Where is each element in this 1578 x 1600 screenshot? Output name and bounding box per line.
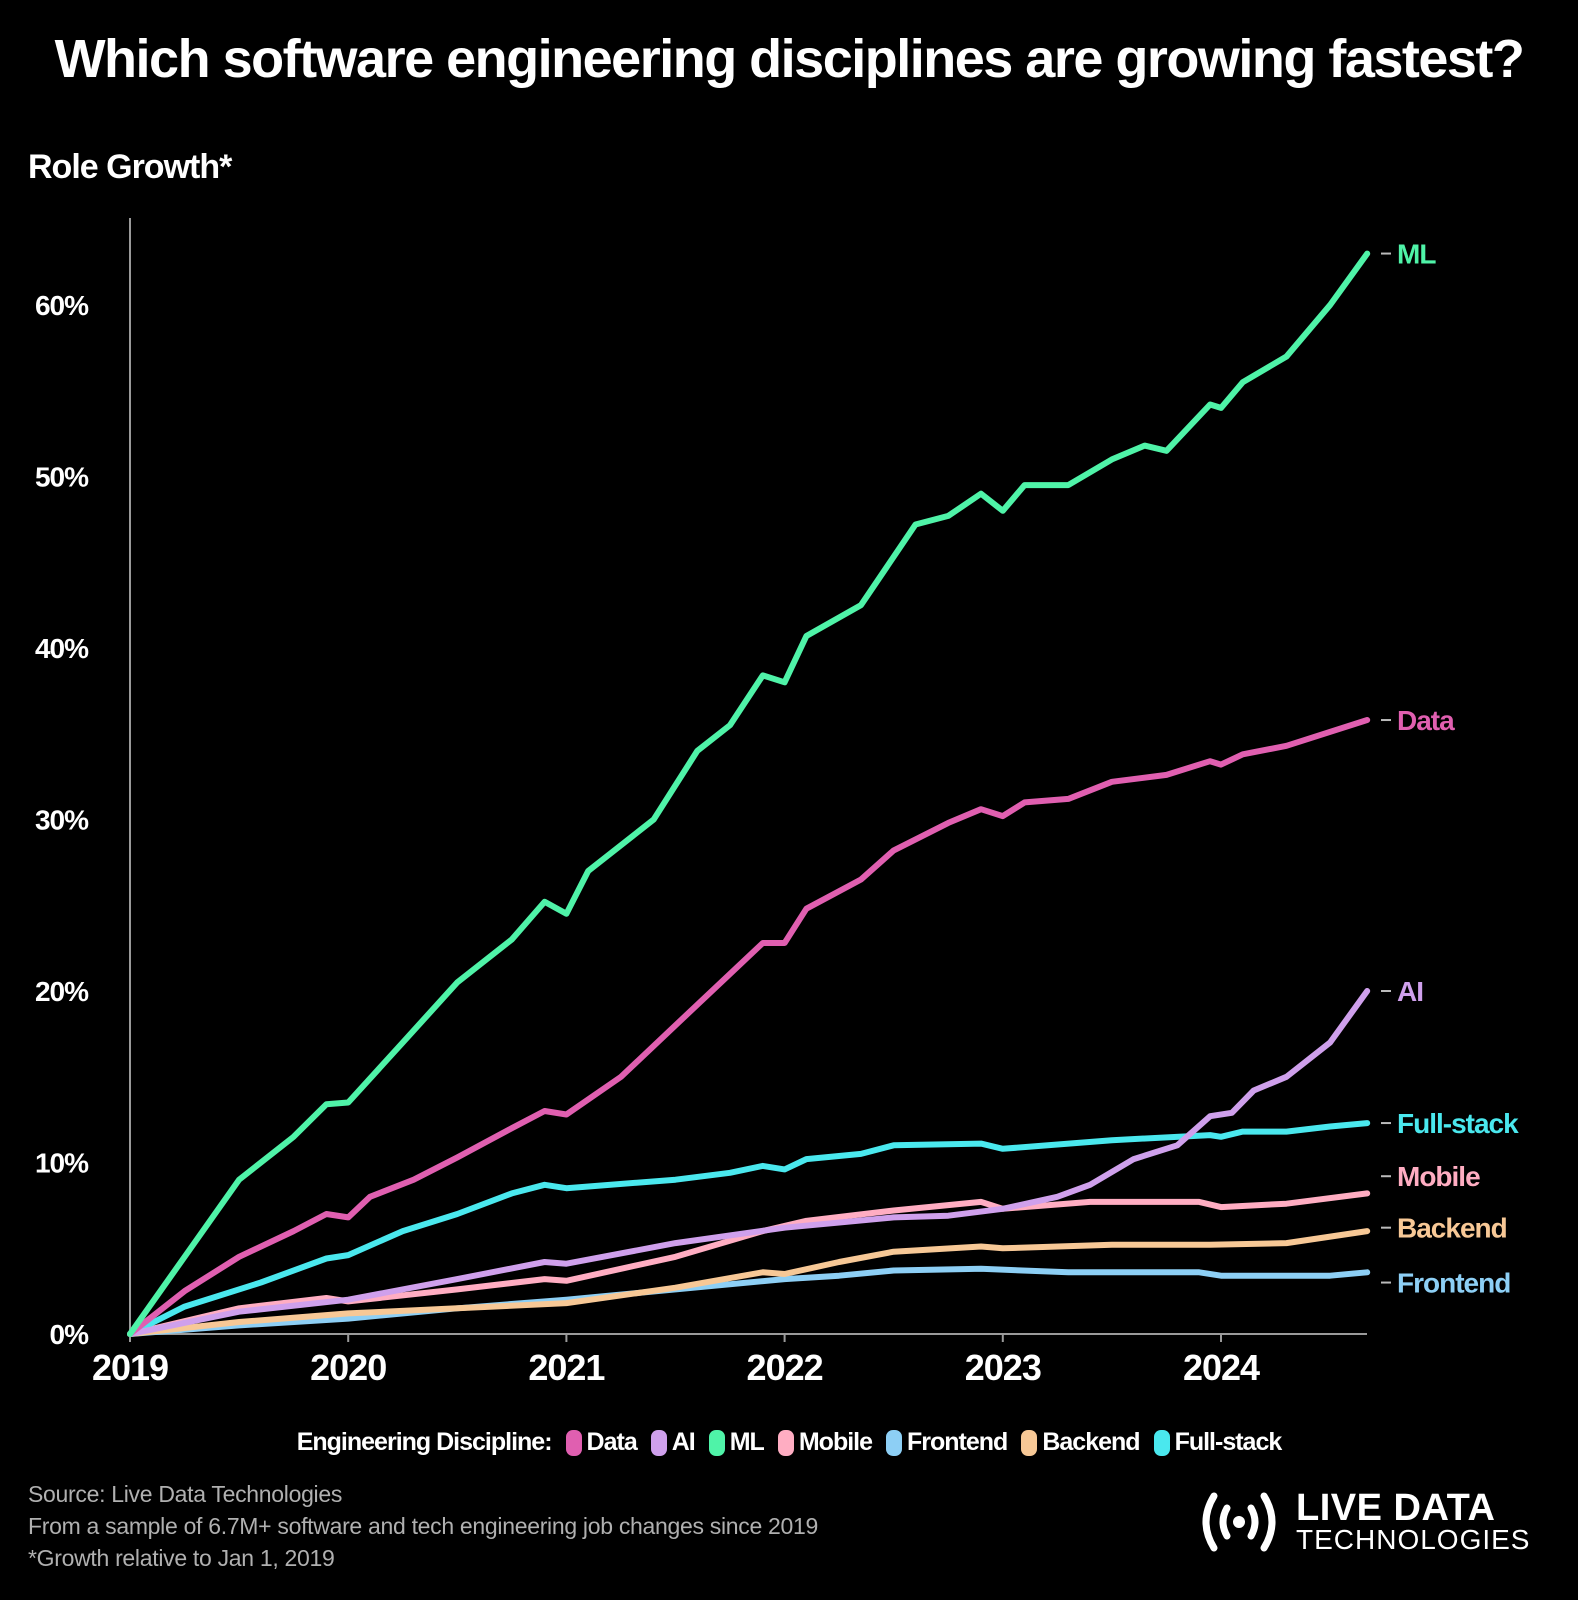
x-tick-label: 2021 xyxy=(528,1347,605,1388)
y-tick-label: 10% xyxy=(35,1148,89,1179)
legend-label: Frontend xyxy=(907,1428,1008,1456)
y-tick-label: 60% xyxy=(35,290,89,321)
broadcast-icon xyxy=(1202,1492,1276,1552)
x-tick-label: 2022 xyxy=(747,1347,823,1388)
legend-swatch xyxy=(777,1429,794,1456)
legend-item-ml: ML xyxy=(708,1428,765,1457)
y-tick-label: 50% xyxy=(35,462,89,493)
logo-line-1: LIVE DATA xyxy=(1296,1487,1496,1529)
legend-item-data: Data xyxy=(565,1428,638,1457)
series-end-label: Backend xyxy=(1397,1213,1507,1244)
series-end-label: Mobile xyxy=(1397,1161,1480,1192)
footer-notes: Source: Live Data Technologies From a sa… xyxy=(28,1478,818,1574)
live-data-logo: LIVE DATA TECHNOLOGIES xyxy=(1196,1487,1531,1555)
series-line-data xyxy=(127,717,1371,1337)
legend-swatch xyxy=(650,1429,667,1456)
series-line-frontend xyxy=(127,1265,1371,1337)
legend: Engineering Discipline: Data AI ML Mobil… xyxy=(0,1428,1578,1457)
logo-line-2: TECHNOLOGIES xyxy=(1296,1524,1531,1555)
x-tick-label: 2020 xyxy=(310,1347,386,1388)
series-end-label: AI xyxy=(1397,976,1423,1007)
legend-label: Mobile xyxy=(798,1428,873,1456)
legend-label: Full-stack xyxy=(1174,1428,1283,1456)
growth-note: *Growth relative to Jan 1, 2019 xyxy=(28,1545,335,1571)
legend-label: Data xyxy=(586,1428,638,1456)
y-axis-label: Role Growth* xyxy=(28,148,232,186)
legend-label: AI xyxy=(671,1428,696,1456)
legend-item-full-stack: Full-stack xyxy=(1153,1428,1283,1457)
source-note: Source: Live Data Technologies xyxy=(28,1481,343,1507)
series-line-full-stack xyxy=(127,1120,1371,1337)
legend-item-mobile: Mobile xyxy=(777,1428,873,1457)
legend-swatch xyxy=(708,1429,725,1456)
sample-note: From a sample of 6.7M+ software and tech… xyxy=(28,1513,819,1539)
legend-label: Backend xyxy=(1042,1428,1140,1456)
legend-title: Engineering Discipline: xyxy=(296,1428,553,1456)
legend-swatch xyxy=(886,1429,903,1456)
y-tick-label: 0% xyxy=(50,1319,90,1350)
series-end-label: Frontend xyxy=(1397,1268,1510,1299)
series-line-ai xyxy=(127,988,1371,1337)
legend-item-backend: Backend xyxy=(1021,1428,1141,1457)
legend-swatch xyxy=(1153,1429,1170,1456)
x-tick-label: 2019 xyxy=(92,1347,168,1388)
legend-label: ML xyxy=(729,1428,765,1456)
chart-title: Which software engineering disciplines a… xyxy=(54,29,1525,89)
legend-swatch xyxy=(1021,1429,1038,1456)
y-tick-label: 40% xyxy=(35,633,89,664)
x-tick-label: 2024 xyxy=(1183,1347,1260,1388)
legend-item-frontend: Frontend xyxy=(886,1428,1008,1457)
legend-swatch xyxy=(565,1429,582,1456)
y-tick-label: 30% xyxy=(35,805,89,836)
series-line-backend xyxy=(127,1228,1371,1337)
x-tick-label: 2023 xyxy=(965,1347,1041,1388)
series-line-ml xyxy=(127,250,1371,1337)
series-end-label: Data xyxy=(1397,705,1455,736)
series-end-label: Full-stack xyxy=(1397,1108,1519,1139)
y-tick-label: 20% xyxy=(35,976,89,1007)
legend-item-ai: AI xyxy=(650,1428,696,1457)
series-end-label: ML xyxy=(1397,239,1436,270)
